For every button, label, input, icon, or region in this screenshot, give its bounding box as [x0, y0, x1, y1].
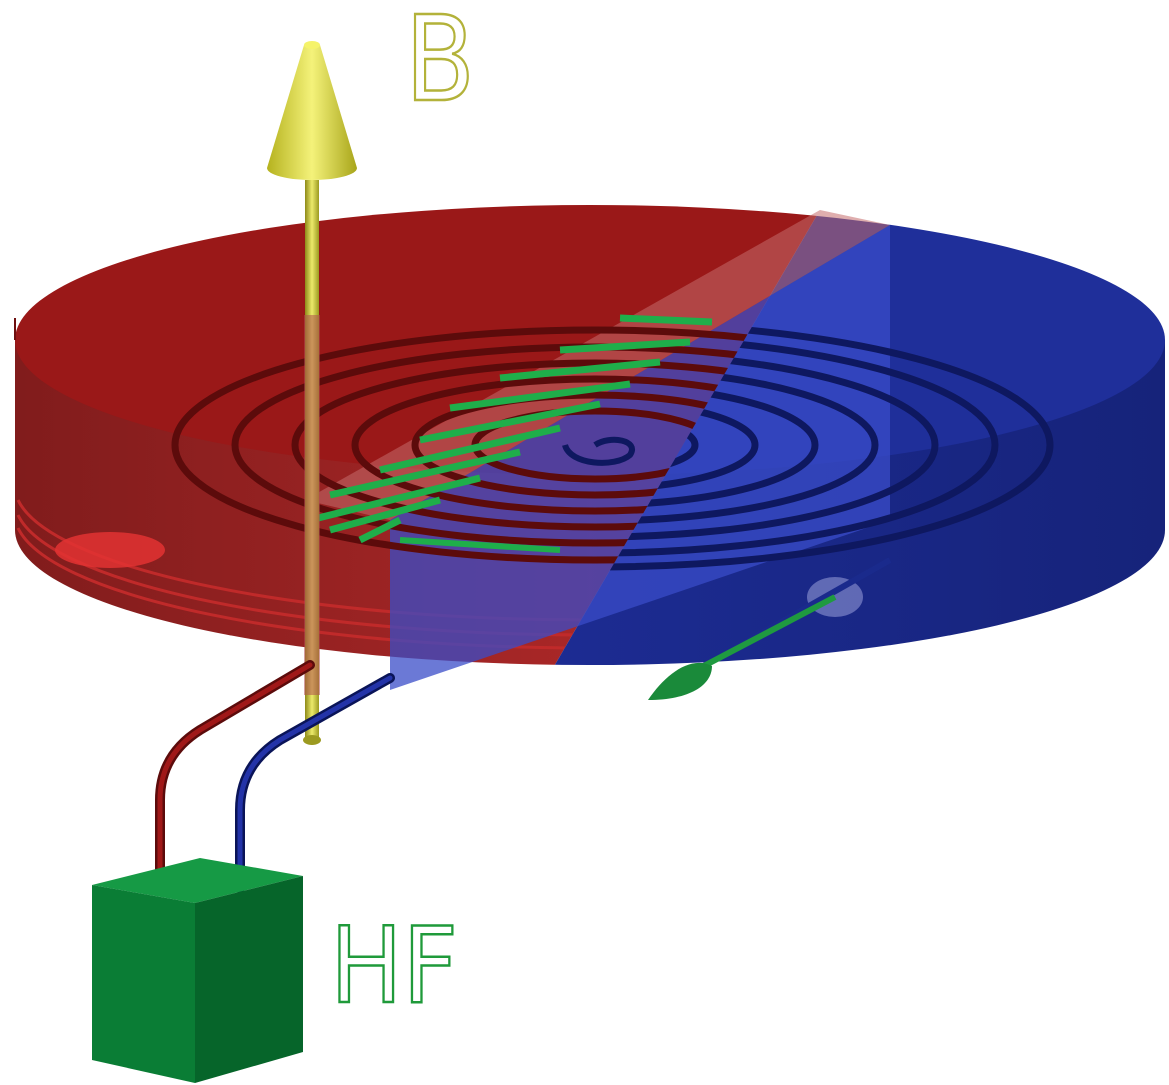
spiral-coil-green — [309, 314, 713, 553]
blue-cut-plane — [390, 225, 890, 690]
wires — [155, 660, 395, 893]
field-arrow — [267, 41, 357, 745]
field-label: B — [405, 0, 475, 128]
upward-cone-arrow-icon — [267, 45, 357, 180]
box-shape-icon — [92, 858, 303, 1083]
leaf-arrowhead-icon — [648, 662, 712, 700]
source-label: HF — [330, 905, 458, 1027]
exit-lead — [648, 557, 892, 700]
